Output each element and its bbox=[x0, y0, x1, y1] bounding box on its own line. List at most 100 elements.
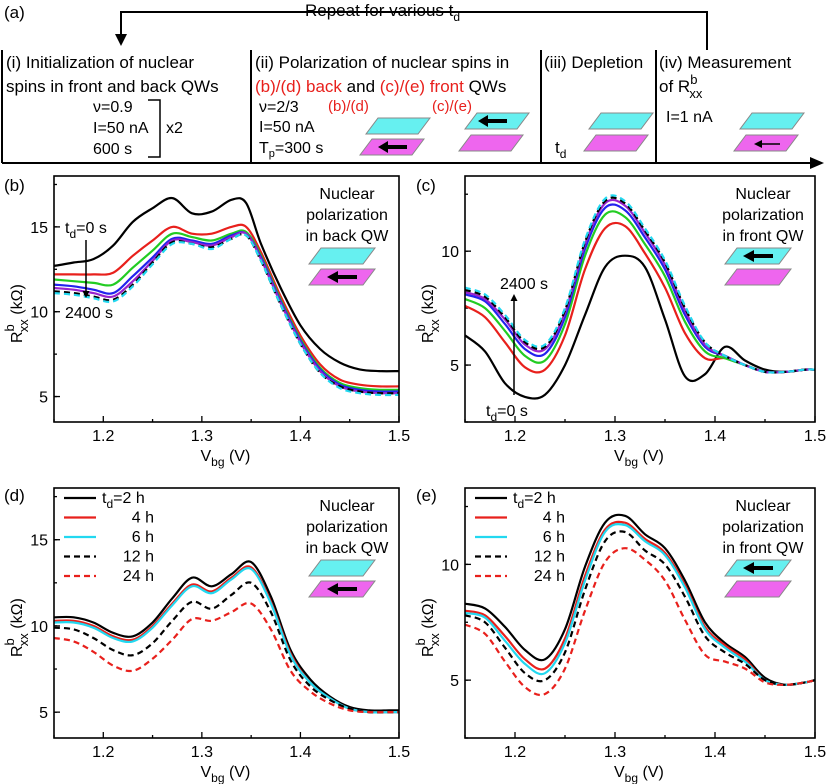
spin-arrowhead-icon bbox=[327, 271, 338, 283]
step1-nu: ν=0.9 bbox=[93, 99, 133, 116]
x-tick-label: 1.3 bbox=[604, 744, 626, 761]
x-tick-label: 1.4 bbox=[704, 428, 726, 445]
back-qw-layer bbox=[724, 580, 792, 598]
x-tick-label: 1.3 bbox=[191, 744, 213, 761]
y-tick-label: 5 bbox=[450, 673, 459, 690]
step2-nu: ν=2/3 bbox=[259, 99, 299, 116]
plot-frame bbox=[464, 487, 816, 739]
panel-a-label: (a) bbox=[4, 3, 25, 22]
front-qw-layer bbox=[588, 112, 654, 130]
timeline-arrowhead-icon bbox=[810, 157, 824, 169]
series-line bbox=[53, 601, 399, 714]
back-qw-layer bbox=[733, 134, 799, 152]
panel-e: (e) 1.2 1.3 1.4 1.5 5 10 Vbg (V) Rbxx (kΩ) Nuclea… bbox=[413, 486, 826, 784]
td-end-label: 2400 s bbox=[500, 276, 548, 293]
td-start-label: td=0 s bbox=[65, 220, 107, 241]
series-line bbox=[464, 194, 816, 374]
x-axis-label: Vbg (V) bbox=[201, 764, 251, 784]
td-end-label: 2400 s bbox=[65, 305, 113, 322]
series-line bbox=[53, 581, 399, 714]
spin-arrowhead-icon bbox=[478, 115, 488, 127]
x-axis-label: Vbg (V) bbox=[201, 448, 251, 469]
x-tick-label: 1.2 bbox=[504, 428, 526, 445]
x-tick-label: 1.4 bbox=[704, 744, 726, 761]
x-tick-label: 1.5 bbox=[804, 744, 826, 761]
annotation-line: Nuclear bbox=[319, 186, 375, 203]
front-qw-layer bbox=[308, 559, 376, 577]
x-tick-label: 1.4 bbox=[289, 428, 311, 445]
annotation-line: in front QW bbox=[723, 540, 805, 557]
repeat-arrowhead-icon bbox=[115, 34, 127, 46]
panel-label: (e) bbox=[416, 486, 437, 505]
annotation-line: in back QW bbox=[306, 228, 390, 245]
series-line bbox=[54, 223, 400, 388]
x-tick-label: 1.2 bbox=[504, 744, 526, 761]
x-tick-label: 1.5 bbox=[388, 744, 410, 761]
y-axis-label: Rbxx (kΩ) bbox=[413, 284, 442, 343]
series-line bbox=[53, 196, 400, 373]
step1-bracket bbox=[148, 99, 161, 158]
front-qw-layer bbox=[365, 117, 431, 135]
back-qw-layer bbox=[458, 134, 524, 152]
legend-label: 24 h bbox=[123, 568, 154, 585]
plot-frame bbox=[464, 175, 816, 423]
td-start-label: td=0 s bbox=[486, 403, 528, 424]
series-line bbox=[464, 513, 816, 687]
annotation-line: in front QW bbox=[723, 228, 805, 245]
step2-title-line1: (ii) Polarization of nuclear spins in bbox=[255, 53, 509, 72]
front-qw-layer bbox=[739, 112, 805, 130]
x-tick-label: 1.5 bbox=[804, 428, 826, 445]
step4-current: I=1 nA bbox=[666, 109, 713, 126]
step2-time: Tp=300 s bbox=[259, 140, 323, 160]
spin-arrowhead-icon bbox=[743, 562, 754, 574]
series-line bbox=[53, 560, 399, 712]
y-tick-label: 15 bbox=[30, 533, 48, 550]
step1-title-line1: (i) Initialization of nuclear bbox=[6, 53, 194, 72]
x-tick-label: 1.2 bbox=[92, 744, 114, 761]
y-tick-label: 5 bbox=[450, 358, 459, 375]
annotation-line: polarization bbox=[722, 207, 804, 224]
x-tick-label: 1.4 bbox=[289, 744, 311, 761]
annotation-line: polarization bbox=[722, 519, 804, 536]
legend-label: 6 h bbox=[132, 529, 154, 546]
spin-stack-bd bbox=[359, 117, 431, 156]
weak-spin-arrowhead-icon bbox=[754, 140, 762, 148]
x-tick-label: 1.2 bbox=[92, 428, 114, 445]
step4-title-line2: of Rb xx bbox=[659, 72, 703, 101]
spin-arrowhead-icon bbox=[327, 583, 338, 595]
y-tick-label: 10 bbox=[30, 619, 48, 636]
y-tick-label: 10 bbox=[441, 557, 459, 574]
x-axis-label: Vbg (V) bbox=[614, 448, 664, 469]
annotation-line: Nuclear bbox=[735, 498, 791, 515]
legend-label: 6 h bbox=[543, 529, 565, 546]
x-tick-label: 1.3 bbox=[604, 428, 626, 445]
y-tick-label: 10 bbox=[30, 305, 48, 322]
repeat-text: Repeat for various td bbox=[305, 1, 460, 24]
legend-label: 4 h bbox=[132, 510, 154, 527]
y-tick-label: 5 bbox=[39, 705, 48, 722]
panel-label: (c) bbox=[416, 176, 436, 195]
series-line bbox=[53, 229, 400, 391]
front-qw-layer bbox=[308, 247, 376, 265]
step4-title-line1: (iv) Measurement bbox=[659, 53, 792, 72]
step1-repeat-count: x2 bbox=[166, 120, 183, 137]
annotation-line: in back QW bbox=[306, 540, 390, 557]
step2-current: I=50 nA bbox=[259, 119, 315, 136]
annotation-line: Nuclear bbox=[735, 186, 791, 203]
repeat-arrow bbox=[120, 11, 708, 50]
panel-a: (a) Repeat for various td (i) Initializa… bbox=[1, 1, 824, 169]
y-axis-label: Rbxx (kΩ) bbox=[2, 284, 31, 343]
step3-title: (iii) Depletion bbox=[544, 53, 643, 72]
step1-current: I=50 nA bbox=[93, 120, 149, 137]
series-line bbox=[53, 232, 400, 397]
y-axis-label: Rbxx (kΩ) bbox=[413, 598, 442, 657]
x-tick-label: 1.3 bbox=[191, 428, 213, 445]
panel-label: (b) bbox=[4, 176, 25, 195]
x-axis-label: Vbg (V) bbox=[614, 764, 664, 784]
plot-frame bbox=[53, 487, 400, 739]
y-tick-label: 15 bbox=[30, 220, 48, 237]
y-axis-label: Rbxx (kΩ) bbox=[2, 598, 31, 657]
spin-arrowhead-icon bbox=[743, 250, 754, 262]
series-line bbox=[464, 530, 816, 686]
